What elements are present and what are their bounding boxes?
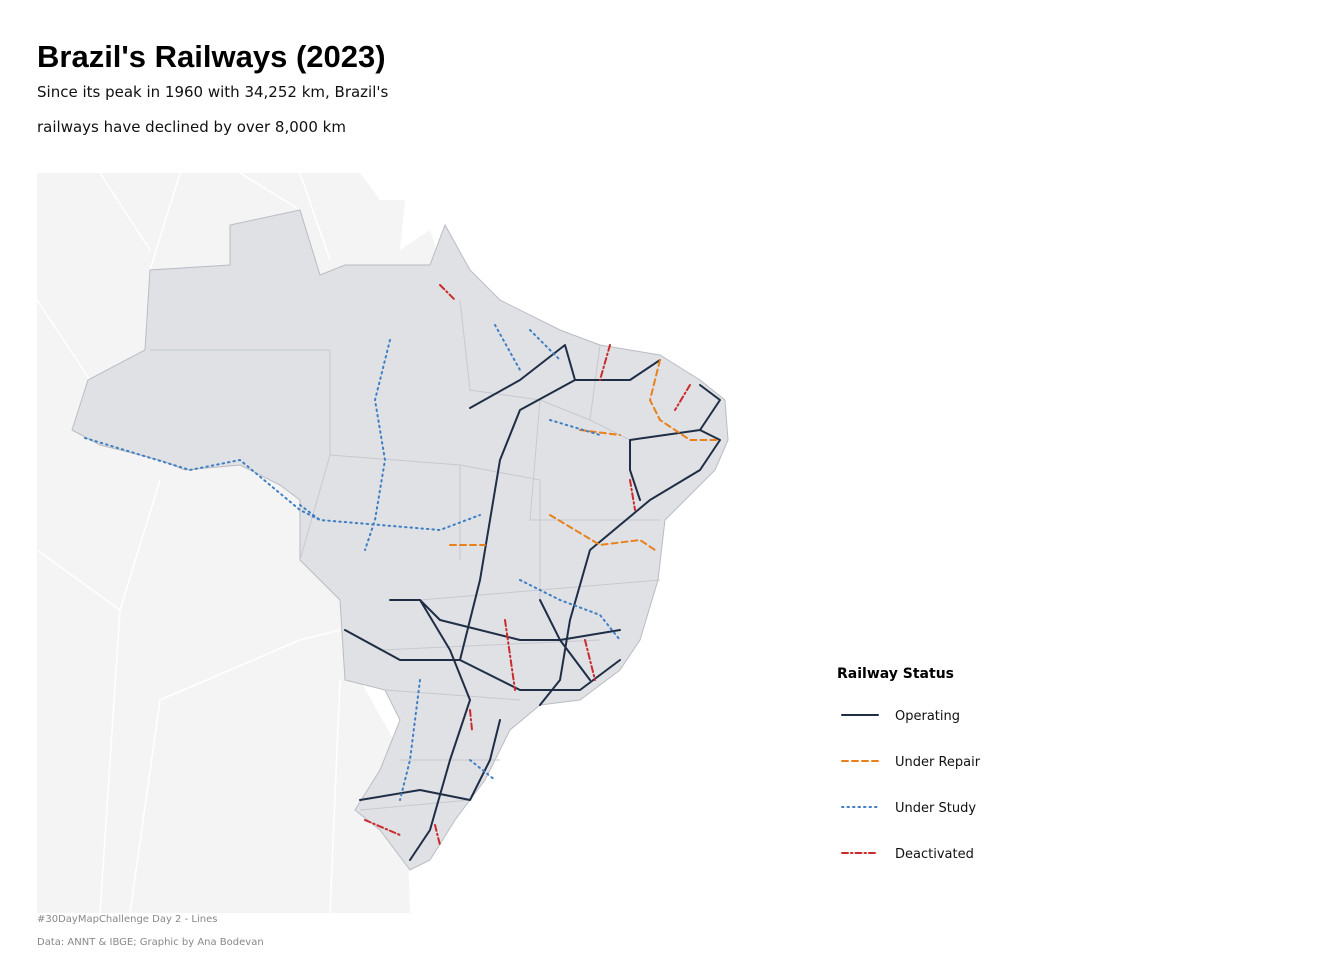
map xyxy=(36,172,729,914)
footer-source: Data: ANNT & IBGE; Graphic by Ana Bodeva… xyxy=(37,937,264,948)
title: Brazil's Railways (2023) xyxy=(37,39,386,74)
subtitle: railways have declined by over 8,000 km xyxy=(37,118,346,136)
legend: Operating Under Repair Under Study Deact… xyxy=(841,709,981,862)
legend-label: Operating xyxy=(895,709,960,724)
legend-title: Railway Status xyxy=(837,666,954,682)
railway-operating xyxy=(344,344,721,861)
subtitle: Since its peak in 1960 with 34,252 km, B… xyxy=(37,83,389,101)
railway-under-study xyxy=(84,324,621,801)
brazil xyxy=(71,209,729,871)
railway-deactivated xyxy=(364,284,691,846)
legend-label: Deactivated xyxy=(895,847,974,862)
legend-label: Under Repair xyxy=(895,755,981,770)
legend-label: Under Study xyxy=(895,801,976,816)
railway-under-repair xyxy=(449,359,721,551)
footer-note: #30DayMapChallenge Day 2 - Lines xyxy=(37,914,217,925)
borders xyxy=(36,172,341,914)
